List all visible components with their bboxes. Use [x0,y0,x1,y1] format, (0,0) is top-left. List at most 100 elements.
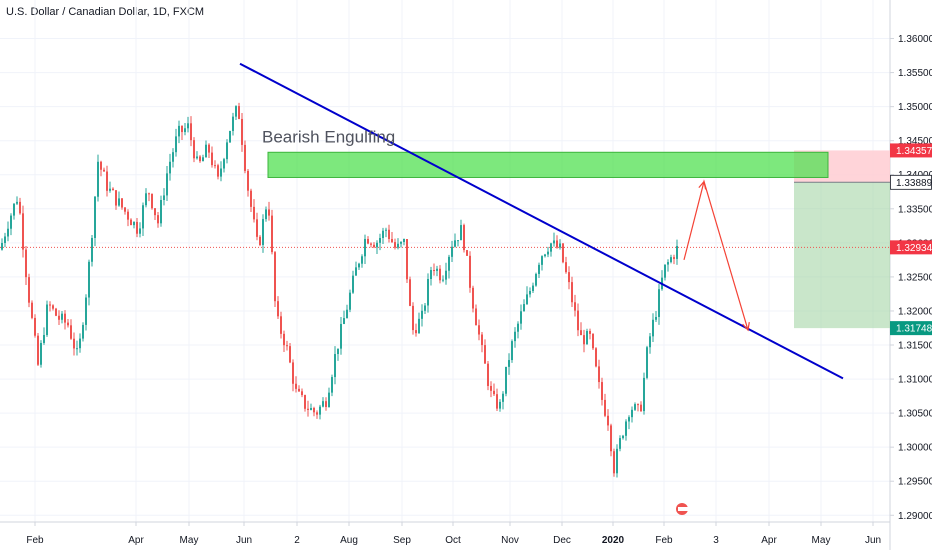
candle-body [256,219,258,237]
y-axis: 1.360001.355001.350001.345001.340001.335… [890,34,932,522]
candle [49,301,51,312]
candle-body [199,156,201,162]
stop-price-tag-bg [890,143,932,158]
candle [376,240,378,254]
candle [628,415,630,430]
candle-body [493,390,495,395]
candle [166,165,168,201]
candle-body [559,243,561,248]
candle-body [460,225,462,241]
candle-body [529,290,531,295]
candle-body [526,294,528,305]
candle-body [355,267,357,276]
candle [670,254,672,264]
candle-body [127,211,129,220]
candle [211,146,213,168]
candle [91,235,93,267]
candle [244,140,246,174]
candle-body [94,196,96,238]
stop-price-tag: 1.34357 [890,143,932,158]
candle-body [73,338,75,349]
candle-body [307,408,309,410]
candle [31,300,33,320]
candle-body [40,342,42,365]
candle-body [604,399,606,416]
candle [184,122,186,136]
y-tick-label: 1.35500 [898,68,932,79]
candle [667,259,669,272]
x-tick-label: May [180,535,199,546]
event-marker-inner [678,507,688,511]
candle-body [1,242,3,250]
candle-body [343,318,345,324]
candle-body [229,130,231,143]
candle [511,339,513,363]
entry-price-tag-bg [890,175,932,190]
candle [553,232,555,247]
candle [220,161,222,182]
y-tick-label: 1.33500 [898,204,932,215]
candle [658,283,660,325]
candle [121,197,123,210]
candle-body [34,317,36,336]
candle [100,160,102,177]
candle-body [475,308,477,326]
candle-body [535,273,537,286]
candle [598,359,600,389]
candle-body [121,198,123,208]
candle-body [517,323,519,332]
candle-body [265,209,267,220]
candle-body [43,334,45,343]
candle [538,262,540,278]
x-tick-label: Jun [236,535,252,546]
candle [568,266,570,290]
candle [574,294,576,317]
candle-body [628,417,630,422]
chart-title: U.S. Dollar / Canadian Dollar, 1D, FXCM [6,6,205,18]
candle-body [553,240,555,244]
candle [526,286,528,306]
candle [550,242,552,257]
x-tick-label: Nov [501,535,519,546]
candle-body [19,201,21,214]
candle-body [163,195,165,200]
y-tick-label: 1.32500 [898,272,932,283]
candle [385,227,387,238]
candle [73,332,75,356]
candle [43,327,45,345]
candle-body [622,435,624,439]
candle-body [427,278,429,306]
entry-price-tag-text: 1.33889 [896,178,932,189]
candle [298,385,300,393]
candle-body [613,451,615,474]
candle-body [130,219,132,226]
candle [640,401,642,413]
candle-body [154,208,156,216]
candle-body [538,264,540,274]
candle [610,423,612,457]
candle [634,402,636,412]
candle-body [664,264,666,278]
candle-body [148,193,150,195]
entry-price-tag: 1.33889 [890,175,932,190]
candle [85,294,87,331]
candle [172,148,174,168]
candle [364,234,366,265]
candle [154,207,156,221]
candle-body [64,313,66,323]
candle [541,255,543,271]
candle [313,406,315,417]
candle [334,346,336,385]
candle-body [97,161,99,197]
candle-body [412,305,414,331]
candle [616,444,618,478]
candle [10,213,12,236]
candle-body [184,128,186,133]
candle-body [346,309,348,319]
candle-body [118,198,120,206]
candle [571,276,573,307]
candle-body [103,169,105,172]
candle-body [400,241,402,244]
candle [424,303,426,314]
